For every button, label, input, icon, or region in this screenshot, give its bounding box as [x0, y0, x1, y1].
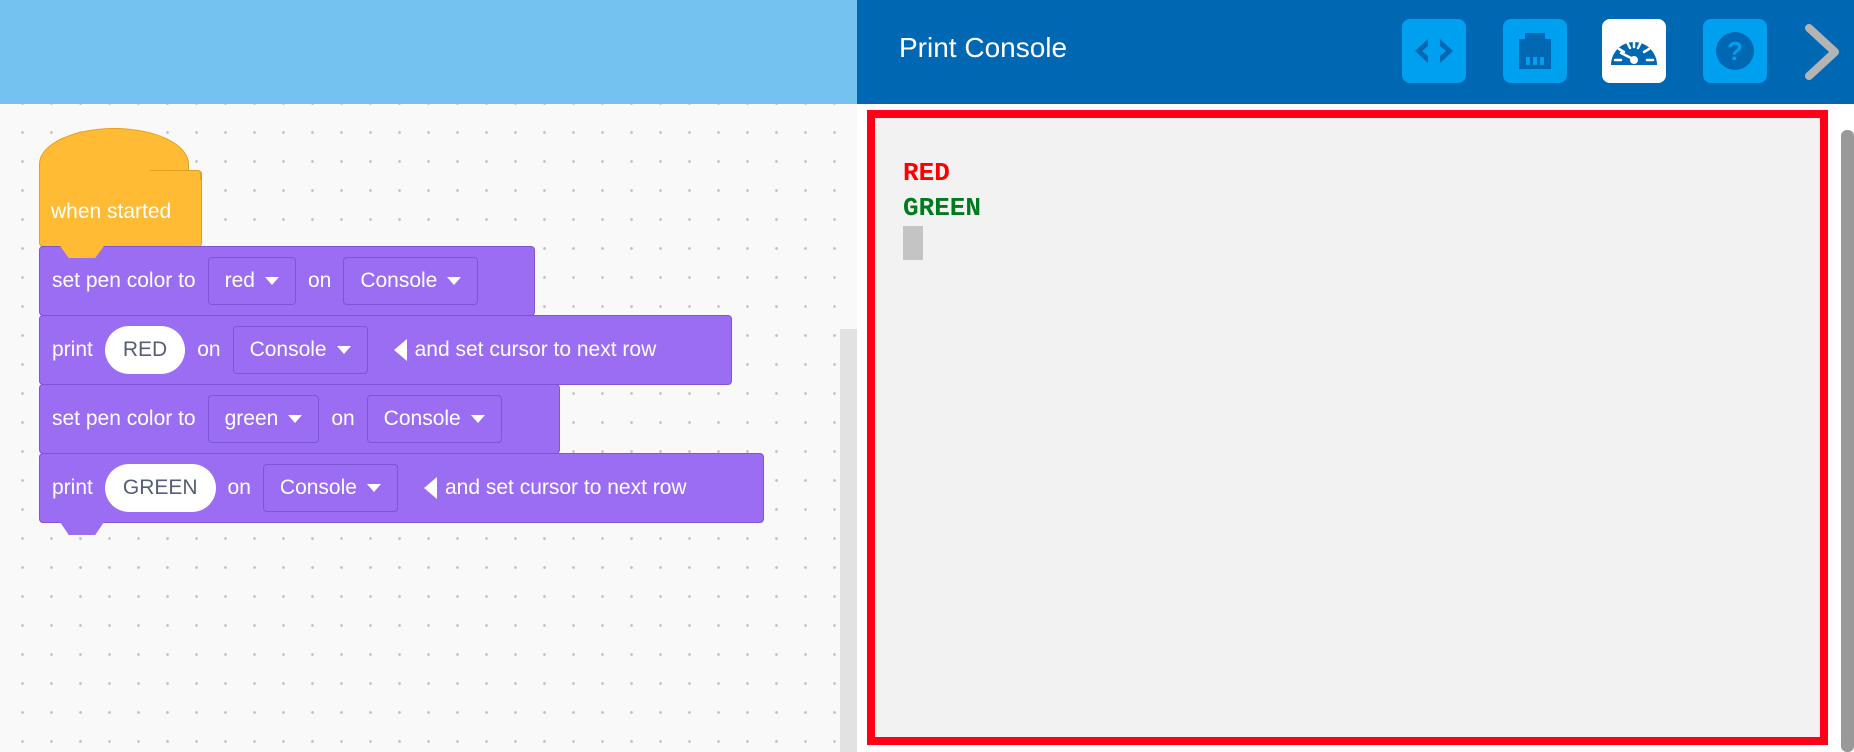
device-port-icon — [1519, 33, 1551, 69]
target-dropdown[interactable]: Console — [262, 464, 398, 512]
console-cursor — [903, 226, 923, 260]
input-value: GREEN — [122, 476, 198, 499]
caret-down-icon — [470, 415, 485, 423]
print-console-panel: Print Console ? RED GREEN — [857, 0, 1854, 752]
print-value-input[interactable]: RED — [104, 326, 186, 374]
block-label: set pen color to — [52, 407, 196, 430]
workspace-scrollbar[interactable] — [840, 329, 857, 752]
dropdown-value: Console — [383, 407, 461, 430]
caret-down-icon — [366, 484, 381, 492]
console-header: Print Console ? — [857, 0, 1854, 104]
target-dropdown[interactable]: Console — [232, 326, 368, 374]
help-button[interactable]: ? — [1703, 19, 1767, 83]
print-value-input[interactable]: GREEN — [104, 464, 216, 512]
caret-down-icon — [264, 277, 279, 285]
target-dropdown[interactable]: Console — [366, 395, 502, 443]
when-started-block[interactable] — [39, 170, 202, 247]
dropdown-value: Console — [249, 338, 327, 361]
dropdown-value: red — [224, 269, 255, 292]
suffix-label: and set cursor to next row — [444, 476, 687, 499]
on-label: on — [331, 407, 355, 430]
device-port-button[interactable] — [1503, 19, 1567, 83]
target-dropdown[interactable]: Console — [343, 257, 479, 305]
caret-down-icon — [336, 346, 351, 354]
blocks-workspace[interactable]: when started set pen color to red on Con… — [0, 0, 857, 752]
pen-color-dropdown[interactable]: red — [207, 257, 296, 305]
block-label: print — [52, 476, 93, 499]
dropdown-value: Console — [360, 269, 438, 292]
input-value: RED — [122, 338, 168, 361]
chevron-right-icon[interactable] — [1803, 22, 1841, 82]
console-line: GREEN — [903, 193, 982, 223]
on-label: on — [197, 338, 221, 361]
dashboard-button[interactable] — [1602, 19, 1666, 83]
console-output: RED GREEN — [867, 110, 1828, 745]
set-pen-color-block[interactable]: set pen color to red on Console — [39, 246, 535, 316]
svg-text:?: ? — [1727, 36, 1743, 66]
dashboard-gauge-icon — [1611, 38, 1657, 65]
collapse-arrow-icon[interactable] — [393, 339, 407, 361]
when-started-label: when started — [51, 200, 172, 223]
dropdown-value: green — [224, 407, 279, 430]
pen-color-dropdown[interactable]: green — [207, 395, 320, 443]
caret-down-icon — [288, 415, 303, 423]
caret-down-icon — [447, 277, 462, 285]
panel-title: Print Console — [899, 32, 1068, 63]
console-line: RED — [903, 158, 950, 188]
print-block[interactable]: print GREEN on Console and set cursor to… — [39, 453, 764, 535]
collapse-arrow-icon[interactable] — [423, 477, 437, 499]
workspace-header — [0, 0, 857, 104]
on-label: on — [227, 476, 251, 499]
suffix-label: and set cursor to next row — [414, 338, 657, 361]
code-icon — [1415, 39, 1453, 63]
console-scrollbar[interactable] — [1841, 130, 1854, 752]
block-label: set pen color to — [52, 269, 196, 292]
help-icon: ? — [1716, 32, 1754, 70]
block-label: print — [52, 338, 93, 361]
set-pen-color-block[interactable]: set pen color to green on Console — [39, 384, 560, 454]
print-block[interactable]: print RED on Console and set cursor to n… — [39, 315, 732, 385]
dropdown-value: Console — [279, 476, 357, 499]
on-label: on — [307, 269, 332, 292]
code-button[interactable] — [1402, 19, 1466, 83]
